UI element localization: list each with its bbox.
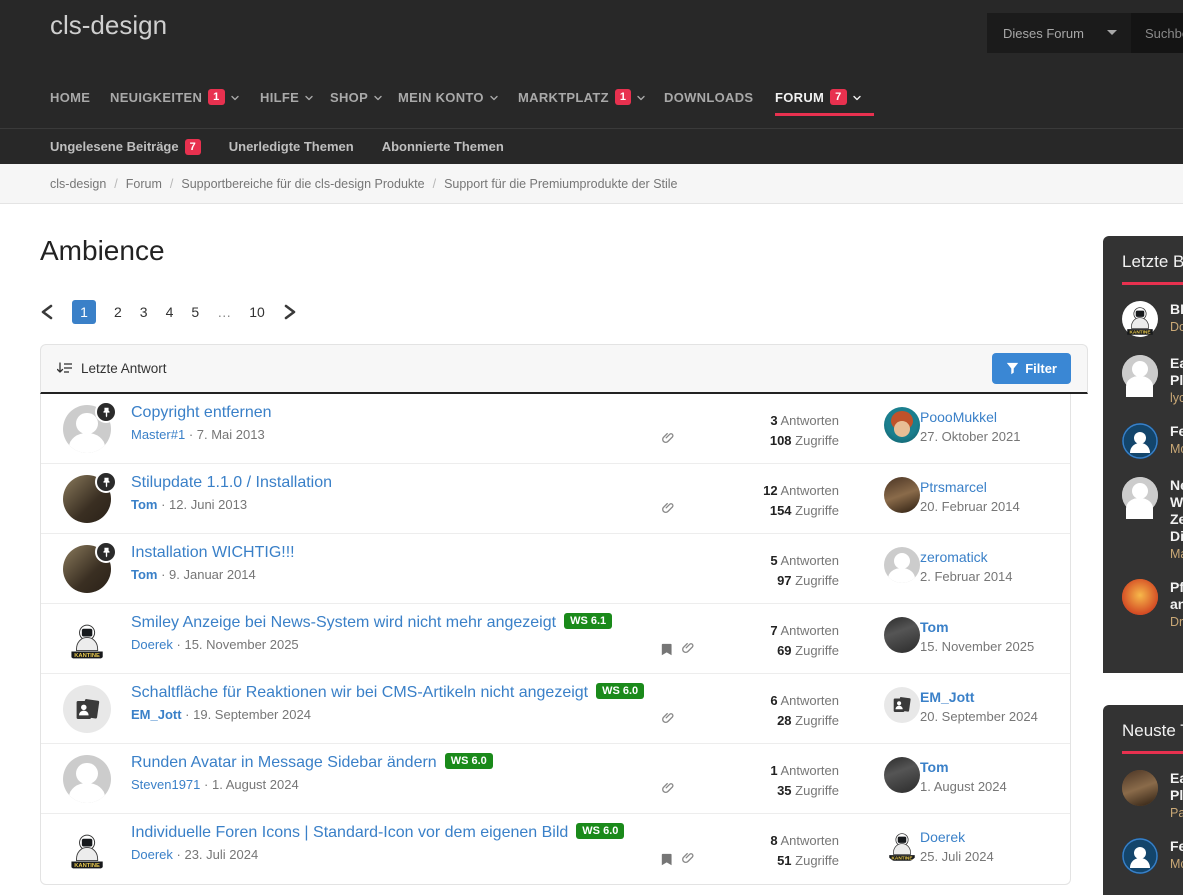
- svg-text:KANTINE: KANTINE: [74, 863, 100, 869]
- svg-text:KANTINE: KANTINE: [892, 855, 913, 861]
- svg-text:KANTINE: KANTINE: [74, 653, 100, 659]
- svg-text:KANTINE: KANTINE: [1130, 329, 1151, 335]
